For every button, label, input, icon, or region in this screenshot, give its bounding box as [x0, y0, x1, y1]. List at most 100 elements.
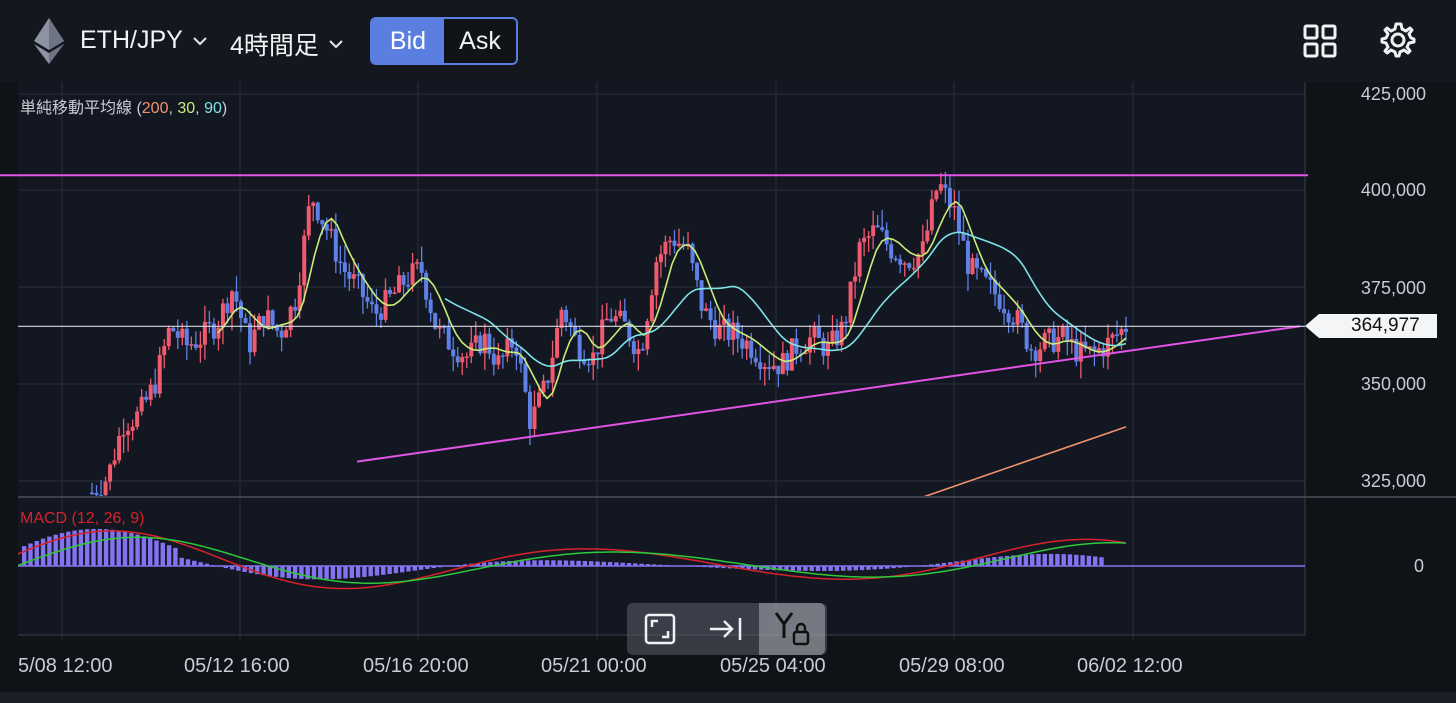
ask-button[interactable]: Ask	[444, 19, 516, 63]
candle-body	[419, 262, 424, 273]
macd-histogram-bar	[255, 566, 260, 575]
candle-body	[947, 187, 952, 208]
time-tick: 05/29 08:00	[899, 655, 1005, 677]
candle-body	[329, 229, 334, 231]
macd-histogram-bar	[922, 565, 928, 566]
macd-histogram-bar	[784, 566, 789, 571]
candle-body	[193, 344, 198, 348]
macd-histogram-bar	[841, 566, 846, 571]
macd-histogram-bar	[337, 566, 342, 579]
timeframe-selector[interactable]: 4時間足	[230, 26, 345, 62]
candle-body	[198, 344, 203, 348]
candle-body	[898, 259, 903, 265]
macd-histogram-bar	[790, 566, 795, 571]
macd-histogram-bar	[355, 566, 361, 578]
candle-body	[460, 357, 465, 363]
candle-body	[248, 323, 253, 353]
candle-body	[378, 313, 383, 320]
macd-histogram-bar	[595, 561, 600, 566]
y-axis-lock-button[interactable]	[759, 603, 825, 655]
bid-button[interactable]: Bid	[372, 19, 444, 63]
fullscreen-button[interactable]	[627, 603, 693, 655]
candle-body	[117, 435, 122, 461]
signal-line	[17, 536, 1127, 584]
macd-histogram-bar	[154, 540, 159, 566]
candle-body	[388, 289, 393, 294]
macd-histogram-bar	[715, 566, 720, 568]
gear-icon[interactable]	[1378, 20, 1418, 60]
candle-body	[415, 262, 420, 264]
price-tick: 400,000	[1360, 180, 1426, 200]
macd-histogram-bar	[475, 563, 480, 566]
candle-body	[997, 294, 1002, 309]
candle-body	[433, 313, 438, 329]
macd-histogram-bar	[129, 532, 134, 566]
candle-body	[920, 241, 925, 255]
candle-body	[875, 225, 880, 228]
candle-body	[974, 258, 979, 268]
candle-body	[658, 254, 663, 263]
ma30-line	[217, 200, 1127, 400]
scroll-to-latest-button[interactable]	[693, 603, 759, 655]
candle-body	[144, 396, 149, 400]
candle-body	[744, 340, 749, 349]
candle-body	[555, 328, 560, 358]
macd-histogram-bar	[299, 566, 304, 579]
layout-grid-icon[interactable]	[1303, 24, 1337, 58]
macd-histogram-bar	[425, 566, 430, 569]
candle-body	[690, 243, 695, 264]
candle-body	[1002, 308, 1007, 314]
macd-histogram-bar	[941, 562, 947, 566]
macd-histogram-bar	[1017, 554, 1022, 566]
macd-histogram-bar	[488, 562, 493, 566]
candle-body	[374, 304, 379, 314]
macd-histogram-bar	[318, 566, 323, 580]
macd-histogram-bar	[78, 529, 84, 566]
price-chart[interactable]	[0, 82, 1456, 692]
candle-body	[767, 366, 772, 369]
macd-histogram-bar	[110, 529, 115, 566]
candle-body	[844, 321, 849, 324]
candle-body	[884, 230, 889, 245]
candle-body	[275, 324, 280, 331]
macd-histogram-bar	[204, 563, 210, 566]
macd-histogram-bar	[198, 562, 203, 566]
candle-body	[889, 244, 894, 259]
candle-body	[225, 303, 230, 314]
macd-histogram-bar	[292, 566, 298, 579]
macd-histogram-bar	[563, 560, 569, 566]
ma-legend-prefix: 単純移動平均線 (	[20, 100, 142, 117]
macd-histogram-bar	[620, 562, 625, 566]
candle-body	[907, 263, 912, 268]
macd-histogram-bar	[1080, 555, 1085, 566]
candle-body	[541, 380, 546, 393]
macd-histogram-bar	[803, 566, 808, 571]
candle-body	[582, 360, 587, 364]
macd-histogram-bar	[148, 538, 153, 566]
macd-histogram-bar	[192, 560, 197, 566]
macd-histogram-bar	[1067, 554, 1073, 566]
candle-body	[853, 276, 858, 282]
macd-histogram-bar	[1055, 553, 1060, 566]
candle-body	[943, 184, 948, 188]
candle-body	[618, 310, 623, 317]
macd-histogram-bar	[589, 561, 594, 566]
candle-body	[609, 318, 614, 322]
pair-selector[interactable]: ETH/JPY	[80, 26, 209, 55]
candle-body	[1065, 326, 1070, 342]
candle-body	[762, 366, 767, 370]
candle-body	[1110, 334, 1115, 338]
ethereum-icon	[34, 18, 64, 64]
macd-histogram-bar	[929, 564, 934, 566]
candle-body	[1006, 313, 1011, 323]
candle-body	[803, 352, 808, 354]
candle-body	[952, 206, 957, 208]
macd-histogram-bar	[437, 566, 443, 568]
candle-body	[392, 292, 397, 294]
macd-histogram-bar	[658, 564, 663, 566]
candle-body	[121, 435, 126, 437]
bottom-strip	[0, 692, 1456, 703]
candle-body	[717, 324, 722, 339]
macd-histogram-bar	[53, 534, 58, 566]
candle-body	[1114, 334, 1119, 336]
